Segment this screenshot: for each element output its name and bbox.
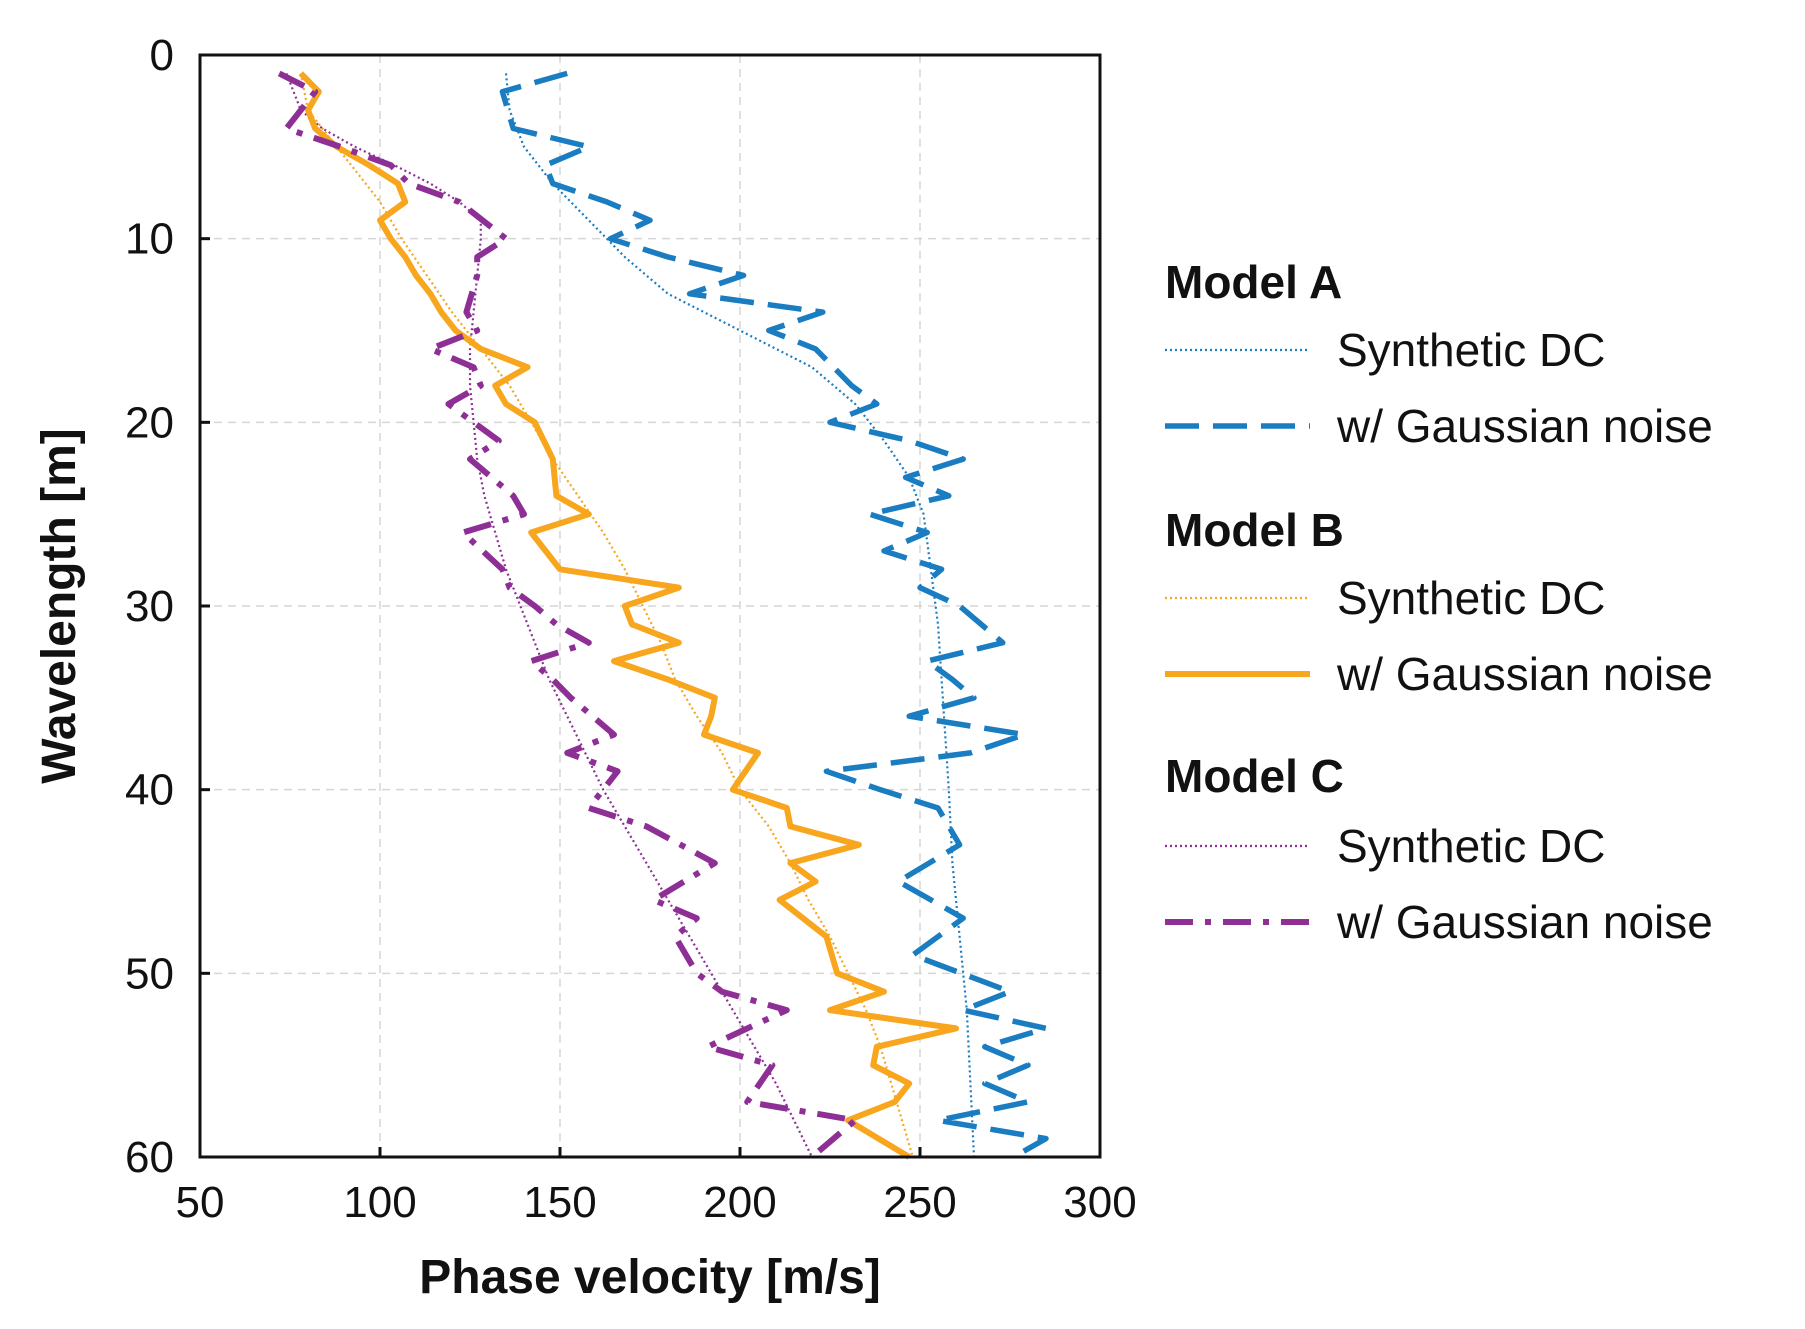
series-lines	[277, 70, 1049, 1160]
x-tick-label: 100	[343, 1178, 416, 1227]
legend-label-model-c-noise: w/ Gaussian noise	[1336, 896, 1713, 948]
x-tick-label: 50	[176, 1178, 225, 1227]
legend-title-model-a: Model A	[1165, 256, 1342, 308]
legend-label-model-c-synthetic: Synthetic DC	[1337, 820, 1605, 872]
legend-label-model-b-synthetic: Synthetic DC	[1337, 572, 1605, 624]
grid	[200, 55, 1100, 1157]
legend: Model A Synthetic DC w/ Gaussian noise M…	[1165, 256, 1713, 948]
y-tick-label: 60	[125, 1133, 174, 1182]
legend-label-model-a-noise: w/ Gaussian noise	[1336, 400, 1713, 452]
y-tick-label: 50	[125, 949, 174, 998]
y-tick-label: 10	[125, 215, 174, 264]
y-tick-label: 0	[150, 31, 174, 80]
x-tick-label: 300	[1063, 1178, 1136, 1227]
series-line-model-c-noisy	[277, 70, 859, 1160]
x-tick-label: 250	[883, 1178, 956, 1227]
legend-title-model-b: Model B	[1165, 504, 1344, 556]
series-line-model-a-synthetic	[504, 73, 976, 1158]
series-line-model-b-noisy	[298, 71, 959, 1160]
y-axis-title: Wavelength [m]	[33, 428, 86, 784]
y-tick-label: 30	[125, 582, 174, 631]
series-line-model-c-synthetic	[285, 72, 813, 1158]
y-tick-label: 20	[125, 398, 174, 447]
legend-label-model-a-synthetic: Synthetic DC	[1337, 324, 1605, 376]
legend-title-model-c: Model C	[1165, 750, 1344, 802]
x-tick-label: 200	[703, 1178, 776, 1227]
series-line-model-b-synthetic	[299, 73, 914, 1158]
y-tick-label: 40	[125, 766, 174, 815]
x-tick-label: 150	[523, 1178, 596, 1227]
legend-label-model-b-noise: w/ Gaussian noise	[1336, 648, 1713, 700]
x-axis-title: Phase velocity [m/s]	[419, 1251, 881, 1304]
series-line-model-a-noisy	[499, 70, 1049, 1160]
